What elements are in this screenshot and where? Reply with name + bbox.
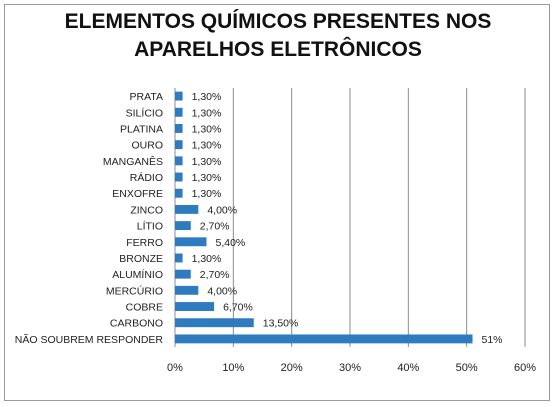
x-tick-label: 60% (514, 362, 536, 374)
bar (175, 221, 191, 231)
chart-title-line-2: APARELHOS ELETRÔNICOS (134, 38, 422, 61)
data-label: 1,30% (192, 140, 222, 152)
data-label: 1,30% (192, 123, 222, 135)
chart-title: ELEMENTOS QUÍMICOS PRESENTES NOS APARELH… (0, 8, 556, 64)
bar (175, 156, 183, 166)
data-label: 1,30% (192, 107, 222, 119)
data-label: 1,30% (192, 188, 222, 200)
data-label: 4,00% (207, 204, 237, 216)
category-label: CARBONO (110, 318, 163, 330)
bar (175, 91, 183, 101)
x-tick-label: 20% (281, 362, 303, 374)
data-label: 13,50% (263, 318, 299, 330)
bar (175, 285, 199, 295)
data-label: 6,70% (223, 302, 253, 314)
x-tick-label: 40% (397, 362, 419, 374)
x-tick-label: 50% (456, 362, 478, 374)
x-tick-label: 10% (222, 362, 244, 374)
data-label: 4,00% (207, 285, 237, 297)
data-label: 2,70% (200, 269, 230, 281)
data-label: 1,30% (192, 91, 222, 103)
category-label: SILÍCIO (126, 106, 163, 119)
data-label: 51% (482, 334, 503, 346)
category-label: PRATA (130, 91, 163, 103)
bar (175, 172, 183, 182)
bar (175, 107, 183, 117)
category-label: COBRE (126, 302, 163, 314)
category-label: BRONZE (119, 253, 163, 265)
category-label: OURO (132, 140, 164, 152)
category-label: MERCÚRIO (106, 284, 163, 297)
category-label: LÍTIO (137, 220, 163, 233)
chart-title-line-1: ELEMENTOS QUÍMICOS PRESENTES NOS (64, 10, 492, 33)
bar (175, 318, 254, 328)
category-label: FERRO (126, 237, 163, 249)
bar (175, 124, 183, 133)
bar (175, 269, 191, 279)
category-label: ENXOFRE (112, 188, 163, 200)
data-label: 2,70% (200, 221, 230, 233)
x-tick-label: 30% (339, 362, 361, 374)
bar (175, 237, 207, 247)
data-label: 1,30% (192, 253, 222, 265)
bar (175, 188, 183, 198)
x-axis-ticks: 0% 10% 20% 30% 40% 50% 60% (167, 362, 536, 374)
x-tick-label: 0% (167, 362, 183, 374)
bar (175, 204, 199, 214)
bar (175, 302, 215, 311)
category-label: RÁDIO (130, 171, 163, 184)
category-label: ZINCO (130, 204, 163, 216)
bar (175, 334, 473, 344)
data-label: 5,40% (216, 237, 246, 249)
data-label: 1,30% (192, 156, 222, 168)
data-labels: 1,30% 1,30% 1,30% 1,30% 1,30% 1,30% 1,30% 4,00%… (192, 91, 503, 346)
bar (175, 253, 183, 263)
bar (175, 140, 183, 150)
category-label: PLATINA (120, 123, 163, 135)
bars (175, 91, 473, 344)
category-label: MANGANÊS (103, 155, 163, 168)
data-label: 1,30% (192, 172, 222, 184)
category-label: NÃO SOUBREM RESPONDER (15, 333, 164, 346)
category-labels: PRATA SILÍCIO PLATINA OURO MANGANÊS RÁDIO ENXO… (15, 91, 164, 346)
category-label: ALUMÍNIO (112, 268, 163, 281)
